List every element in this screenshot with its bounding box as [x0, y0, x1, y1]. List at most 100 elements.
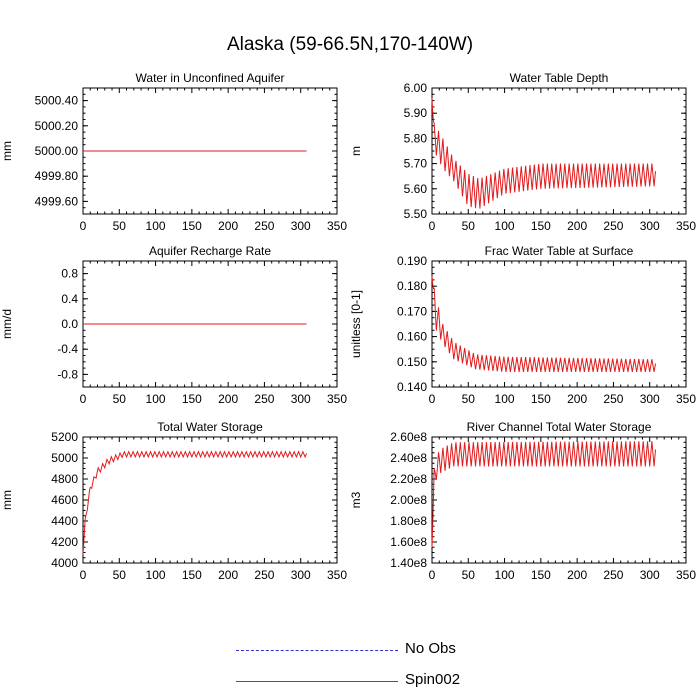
chart-p3: Aquifer Recharge Rate mm/d 0 50 100 150 200 250… — [0, 244, 347, 406]
y-tick-label: -0.4 — [57, 342, 78, 356]
legend-line-no-obs — [236, 650, 398, 651]
y-axis-label: m3 — [349, 491, 363, 508]
chart-p1: Water in Unconfined Aquifer mm 0 50 100 150 20… — [0, 71, 347, 233]
y-tick-label: 5.80 — [404, 131, 428, 145]
x-tick-label: 300 — [640, 568, 660, 582]
legend-label-spin002: Spin002 — [405, 671, 461, 688]
y-tick-label: 1.80e8 — [390, 514, 427, 528]
chart-p5: Total Water Storage mm 0 50 100 150 200 250 300 3… — [0, 420, 347, 582]
chart-p6: River Channel Total Water Storage m3 0 50 10… — [349, 420, 696, 582]
x-tick-label: 250 — [603, 568, 623, 582]
x-tick-label: 0 — [80, 219, 87, 233]
y-tick-label: 1.60e8 — [390, 535, 427, 549]
legend-label-no-obs: No Obs — [405, 640, 456, 657]
y-tick-label: 5.90 — [404, 106, 428, 120]
y-tick-label: 0.8 — [61, 267, 78, 281]
x-tick-label: 150 — [531, 219, 551, 233]
x-tick-label: 200 — [567, 219, 587, 233]
x-tick-label: 0 — [80, 392, 87, 406]
x-tick-label: 300 — [291, 392, 311, 406]
x-tick-label: 200 — [567, 392, 587, 406]
y-tick-label: 0.180 — [397, 279, 427, 293]
y-axis-label: mm/d — [0, 309, 14, 339]
y-axis-label: mm — [0, 141, 14, 161]
x-tick-label: 100 — [495, 219, 515, 233]
x-tick-label: 200 — [218, 392, 238, 406]
y-tick-label: 4999.60 — [35, 194, 79, 208]
x-tick-label: 150 — [182, 568, 202, 582]
y-tick-label: 2.00e8 — [390, 493, 427, 507]
x-tick-label: 0 — [429, 392, 436, 406]
chart-title: River Channel Total Water Storage — [467, 420, 652, 434]
x-tick-label: 100 — [495, 392, 515, 406]
chart-title: Total Water Storage — [157, 420, 263, 434]
y-tick-label: 0.170 — [397, 304, 427, 318]
chart-p2: Water Table Depth m 0 50 100 150 200 250 300 350 5… — [349, 71, 696, 233]
y-tick-label: 5000 — [51, 451, 78, 465]
x-tick-label: 0 — [80, 568, 87, 582]
y-tick-label: 2.60e8 — [390, 430, 427, 444]
x-tick-label: 50 — [113, 219, 127, 233]
chart-title: Frac Water Table at Surface — [485, 244, 634, 258]
y-axis-label: unitless [0-1] — [349, 290, 363, 358]
y-tick-label: 0.140 — [397, 380, 427, 394]
y-tick-label: 4800 — [51, 472, 78, 486]
chart-title: Water Table Depth — [510, 71, 609, 85]
x-tick-label: 150 — [531, 392, 551, 406]
series-line-spin002 — [431, 98, 657, 209]
x-tick-label: 50 — [462, 219, 476, 233]
series-line-spin002 — [431, 441, 657, 548]
y-tick-label: 4200 — [51, 535, 78, 549]
y-tick-label: 4999.80 — [35, 169, 79, 183]
x-tick-label: 100 — [146, 219, 166, 233]
y-tick-label: 5200 — [51, 430, 78, 444]
y-tick-label: 0.190 — [397, 254, 427, 268]
y-tick-label: 5000.00 — [35, 144, 79, 158]
chart-title: Water in Unconfined Aquifer — [136, 71, 285, 85]
x-tick-label: 300 — [291, 219, 311, 233]
x-tick-label: 50 — [113, 392, 127, 406]
x-tick-label: 350 — [327, 568, 347, 582]
y-tick-label: 6.00 — [404, 81, 428, 95]
x-tick-label: 250 — [254, 219, 274, 233]
x-tick-label: 0 — [429, 568, 436, 582]
y-tick-label: 5.60 — [404, 182, 428, 196]
x-tick-label: 100 — [146, 392, 166, 406]
y-tick-label: 2.40e8 — [390, 451, 427, 465]
x-tick-label: 150 — [531, 568, 551, 582]
x-tick-label: 250 — [603, 219, 623, 233]
x-tick-label: 50 — [113, 568, 127, 582]
x-tick-label: 250 — [254, 568, 274, 582]
y-axis-label: m — [349, 146, 363, 156]
y-tick-label: 1.40e8 — [390, 556, 427, 570]
page-title: Alaska (59-66.5N,170-140W) — [226, 34, 474, 55]
x-tick-label: 300 — [640, 392, 660, 406]
x-tick-label: 100 — [146, 568, 166, 582]
y-tick-label: 0.160 — [397, 330, 427, 344]
y-tick-label: 0.150 — [397, 355, 427, 369]
x-tick-label: 250 — [603, 392, 623, 406]
y-tick-label: 5000.20 — [35, 119, 79, 133]
x-tick-label: 300 — [640, 219, 660, 233]
series-line-spin002 — [431, 276, 657, 372]
chart-title: Aquifer Recharge Rate — [149, 244, 271, 258]
x-tick-label: 100 — [495, 568, 515, 582]
y-tick-label: 0.0 — [61, 317, 78, 331]
x-tick-label: 350 — [327, 392, 347, 406]
series-line-spin002 — [82, 450, 307, 555]
x-tick-label: 150 — [182, 219, 202, 233]
y-tick-label: 4600 — [51, 493, 78, 507]
x-tick-label: 200 — [567, 568, 587, 582]
y-tick-label: 5.70 — [404, 157, 428, 171]
x-tick-label: 250 — [254, 392, 274, 406]
x-tick-label: 300 — [291, 568, 311, 582]
y-tick-label: 4000 — [51, 556, 78, 570]
x-tick-label: 200 — [218, 568, 238, 582]
x-tick-label: 50 — [462, 568, 476, 582]
y-tick-label: -0.8 — [57, 367, 78, 381]
y-tick-label: 4400 — [51, 514, 78, 528]
legend-line-spin002 — [236, 681, 398, 682]
y-tick-label: 2.20e8 — [390, 472, 427, 486]
x-tick-label: 150 — [182, 392, 202, 406]
x-tick-label: 200 — [218, 219, 238, 233]
